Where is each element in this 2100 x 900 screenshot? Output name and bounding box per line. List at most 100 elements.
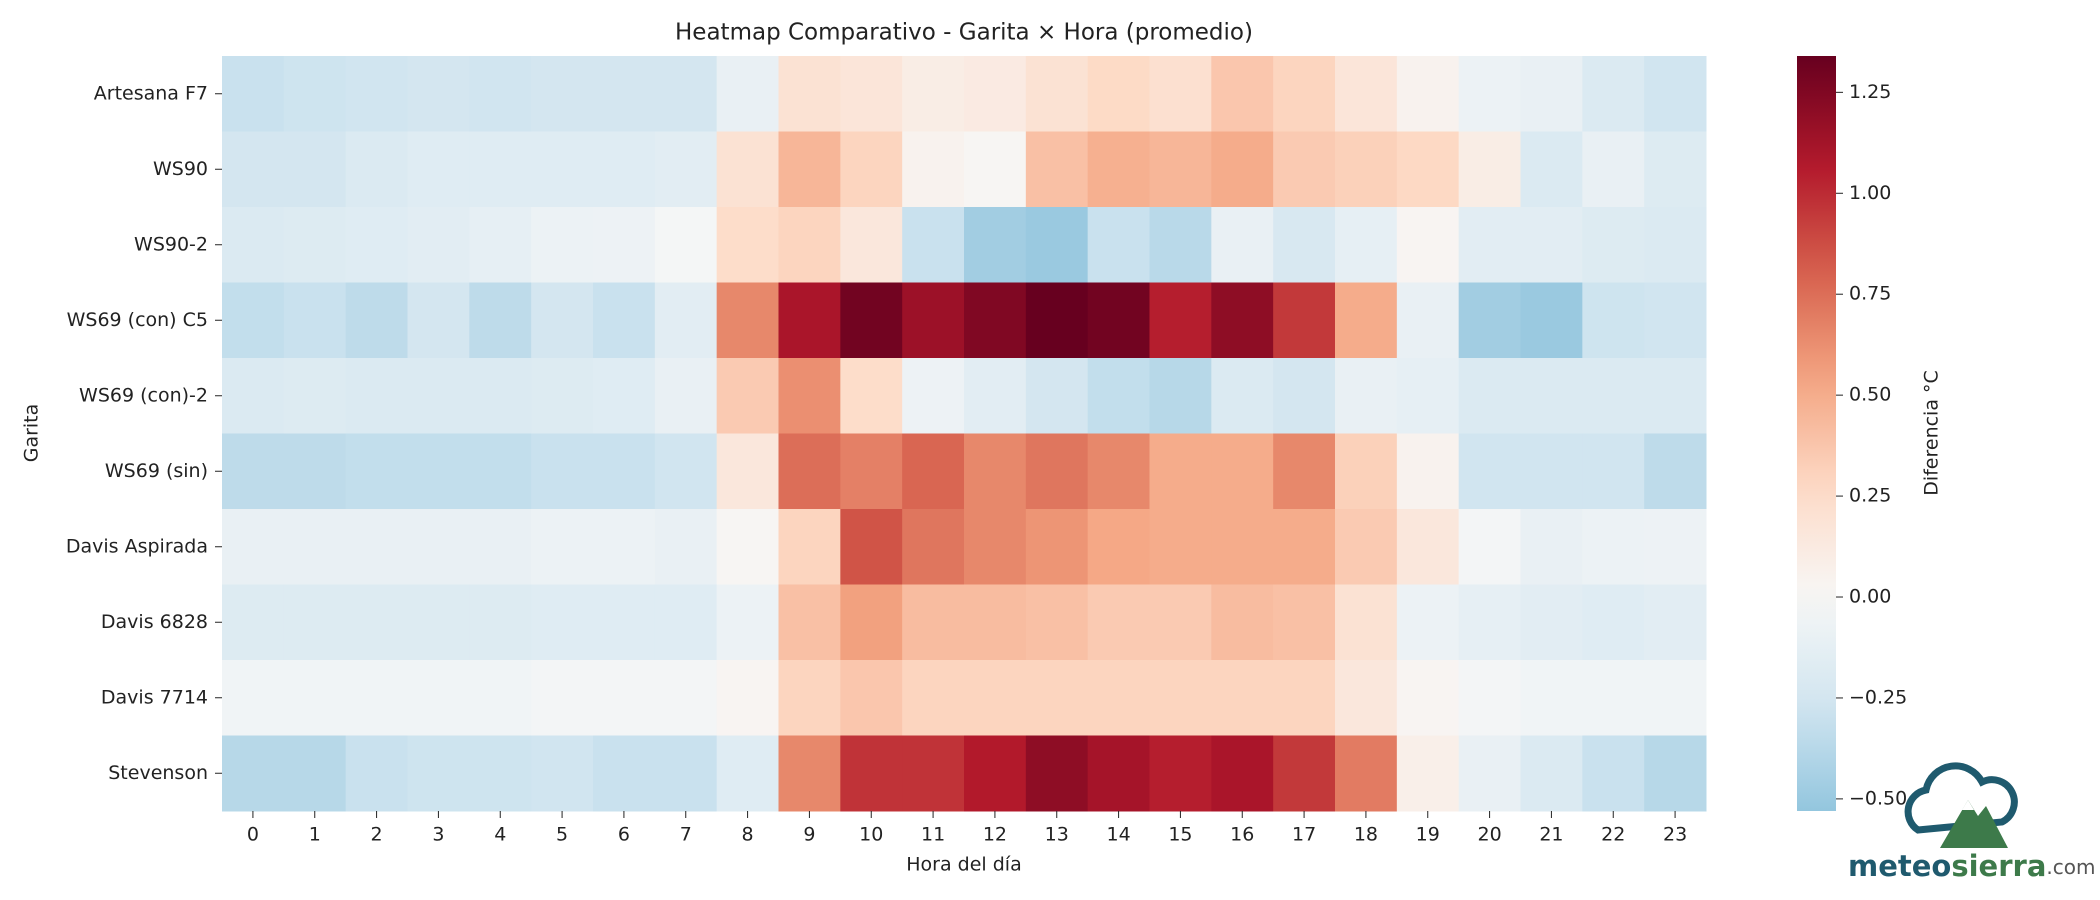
heatmap-cell: [716, 207, 779, 283]
heatmap-cell: [1273, 56, 1336, 132]
heatmap-cell: [1458, 735, 1521, 812]
heatmap-cell: [1149, 358, 1212, 434]
heatmap-cell: [1149, 509, 1212, 585]
heatmap-cell: [1582, 509, 1645, 585]
heatmap-cell: [1025, 660, 1089, 736]
heatmap-cell: [1149, 282, 1212, 359]
heatmap-cell: [654, 433, 718, 510]
heatmap-cell: [283, 358, 347, 434]
heatmap-cell: [840, 207, 903, 283]
heatmap-cell: [222, 282, 285, 359]
heatmap-cell: [593, 207, 656, 283]
heatmap-cell: [345, 358, 408, 434]
x-tick-label: 3: [432, 824, 444, 846]
colorbar-tick-label: −0.50: [1849, 787, 1907, 809]
x-tick-label: 0: [247, 824, 259, 846]
logo-brand-a: meteo: [1848, 849, 1951, 883]
y-tick-label: Davis Aspirada: [66, 535, 208, 557]
heatmap-cell: [716, 509, 779, 585]
heatmap-cell: [1520, 56, 1583, 132]
colorbar-tick-label: 0.25: [1849, 485, 1891, 507]
heatmap-cell: [1273, 131, 1336, 208]
heatmap-cell: [1520, 207, 1583, 283]
heatmap-cell: [840, 660, 903, 736]
heatmap-cell: [222, 509, 285, 585]
logo: meteosierra.com: [1848, 762, 2095, 883]
x-tick-label: 6: [618, 824, 630, 846]
heatmap-cell: [407, 131, 470, 208]
heatmap-cell: [1273, 433, 1336, 510]
heatmap-cell: [1396, 433, 1460, 510]
heatmap-cell: [1273, 282, 1336, 359]
heatmap-cell: [902, 584, 965, 661]
y-tick-label: Davis 7714: [101, 686, 208, 708]
heatmap-cell: [1087, 207, 1150, 283]
heatmap-cell: [1582, 358, 1645, 434]
heatmap-cell: [1211, 282, 1274, 359]
heatmap-cell: [902, 282, 965, 359]
heatmap-cell: [1644, 358, 1707, 434]
x-tick-label: 16: [1230, 824, 1254, 846]
heatmap-cell: [1087, 131, 1150, 208]
heatmap-cell: [1087, 358, 1150, 434]
heatmap-cell: [222, 207, 285, 283]
heatmap-cell: [1273, 735, 1336, 812]
heatmap-cell: [716, 660, 779, 736]
heatmap-cell: [1211, 660, 1274, 736]
heatmap-cell: [283, 207, 347, 283]
heatmap-cell: [345, 131, 408, 208]
heatmap-cell: [1582, 56, 1645, 132]
heatmap-cell: [469, 584, 532, 661]
heatmap-cell: [778, 509, 841, 585]
heatmap-cell: [1273, 584, 1336, 661]
heatmap-cell: [1458, 433, 1521, 510]
x-tick-label: 21: [1539, 824, 1563, 846]
heatmap-cell: [1644, 735, 1707, 812]
x-tick-label: 7: [680, 824, 692, 846]
heatmap-cell: [1335, 660, 1398, 736]
heatmap-cell: [407, 358, 470, 434]
heatmap-cell: [1582, 735, 1645, 812]
heatmap-cell: [222, 56, 285, 132]
y-tick-label: WS90: [153, 158, 208, 180]
heatmap-cell: [1520, 433, 1583, 510]
x-tick-label: 13: [1045, 824, 1069, 846]
heatmap-cell: [778, 433, 841, 510]
heatmap-cell: [1335, 584, 1398, 661]
y-tick-label: WS69 (con)-2: [79, 384, 208, 406]
heatmap-cell: [716, 131, 779, 208]
heatmap-cell: [469, 282, 532, 359]
y-tick-label: Davis 6828: [101, 611, 208, 633]
heatmap-cell: [1211, 584, 1274, 661]
heatmap-cell: [1520, 131, 1583, 208]
chart-title: Heatmap Comparativo - Garita × Hora (pro…: [675, 20, 1253, 46]
heatmap-cell: [345, 735, 408, 812]
logo-domain: .com: [2046, 855, 2095, 879]
heatmap-cell: [1458, 509, 1521, 585]
heatmap-cell: [902, 131, 965, 208]
heatmap-cell: [593, 735, 656, 812]
heatmap-cell: [1644, 131, 1707, 208]
heatmap-cell: [593, 358, 656, 434]
heatmap-cell: [1025, 433, 1089, 510]
heatmap-cell: [345, 56, 408, 132]
heatmap-cell: [345, 282, 408, 359]
heatmap-cell: [593, 660, 656, 736]
heatmap-cell: [1582, 131, 1645, 208]
heatmap-cell: [1644, 509, 1707, 585]
x-tick-label: 5: [556, 824, 568, 846]
heatmap-cell: [1335, 433, 1398, 510]
colorbar-tick-label: 1.25: [1849, 81, 1891, 103]
heatmap-cell: [902, 358, 965, 434]
heatmap-cell: [1520, 660, 1583, 736]
heatmap-cell: [1025, 358, 1089, 434]
heatmap-cell: [654, 207, 718, 283]
heatmap-cell: [1396, 282, 1460, 359]
heatmap-cell: [283, 433, 347, 510]
heatmap-cell: [902, 207, 965, 283]
heatmap-cell: [593, 131, 656, 208]
heatmap-cell: [1644, 584, 1707, 661]
heatmap-cell: [1582, 433, 1645, 510]
x-tick-label: 12: [983, 824, 1007, 846]
y-tick-label: WS90-2: [134, 233, 208, 255]
